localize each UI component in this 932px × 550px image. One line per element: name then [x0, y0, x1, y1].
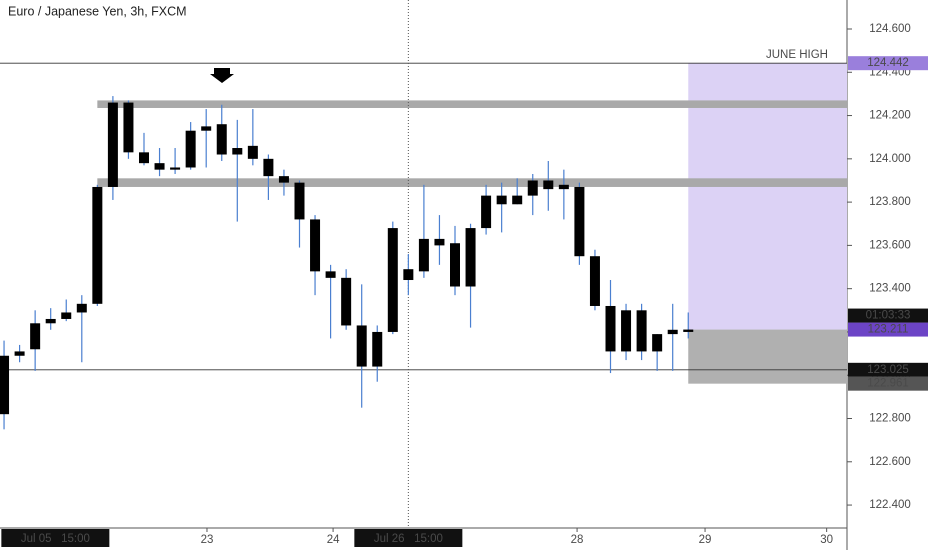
candle-body — [294, 182, 305, 220]
candle-body — [30, 323, 41, 350]
y-tick-label: 124.200 — [869, 110, 911, 122]
price-label-bg — [848, 362, 928, 377]
chart-title: Euro / Japanese Yen, 3h, FXCM — [8, 4, 187, 18]
y-tick-label: 122.600 — [869, 456, 911, 468]
zone — [97, 178, 848, 187]
y-tick-label: 122.800 — [869, 413, 911, 425]
candle-body — [154, 163, 165, 170]
y-tick-label: 124.600 — [869, 23, 911, 35]
candle-body — [185, 130, 196, 168]
candle-body — [465, 228, 476, 287]
candle-body — [418, 238, 429, 272]
candle-body — [372, 331, 383, 367]
x-tick-label: 29 — [699, 534, 712, 546]
candle-body — [621, 310, 632, 352]
candle-body — [170, 167, 181, 170]
candle-body — [527, 180, 538, 196]
x-tick-highlight — [354, 529, 463, 547]
candle-body — [574, 186, 585, 257]
x-tick-label: 23 — [201, 534, 214, 546]
candle-body — [310, 219, 321, 272]
candle-body — [481, 195, 492, 229]
level-label: JUNE HIGH — [766, 49, 828, 61]
candle-body — [216, 124, 227, 155]
candle-body — [325, 271, 336, 278]
candle-body — [558, 184, 569, 190]
candle-body — [0, 355, 10, 415]
candle-body — [356, 325, 367, 367]
arrow-marker — [210, 68, 234, 83]
price-box — [688, 329, 847, 384]
candle-body — [76, 303, 87, 313]
price-label: 122.961 — [867, 378, 909, 390]
candle-body — [278, 176, 289, 183]
y-tick-label: 122.400 — [869, 499, 911, 511]
candle-body — [201, 126, 212, 131]
price-label-bg — [848, 56, 928, 71]
x-tick-label: 24 — [327, 534, 340, 546]
candle-body — [45, 318, 56, 324]
candle-body — [107, 102, 118, 187]
y-tick-label: 123.800 — [869, 196, 911, 208]
candle-body — [138, 152, 149, 164]
candle-body — [92, 186, 103, 304]
candle-body — [434, 238, 445, 246]
countdown: 01:03:33 — [866, 310, 911, 322]
countdown-bg — [848, 308, 928, 323]
candle-body — [247, 145, 258, 159]
candle-body — [232, 148, 243, 155]
x-tick-highlight — [1, 529, 110, 547]
candle-body — [512, 195, 523, 205]
price-label-bg — [848, 322, 928, 337]
x-tick-label: 30 — [820, 534, 833, 546]
candle-body — [496, 195, 507, 205]
candle-body — [61, 312, 72, 319]
zone — [97, 100, 848, 108]
price-label: 123.025 — [867, 364, 909, 376]
x-tick-label: Jul 05 15:00 — [21, 533, 90, 545]
candle-body — [403, 269, 414, 281]
price-label-bg — [848, 376, 928, 391]
candle-body — [683, 329, 694, 332]
candle-body — [652, 334, 663, 352]
x-tick-label: 28 — [571, 534, 584, 546]
price-label: 124.442 — [867, 57, 909, 69]
candle-body — [450, 243, 460, 287]
price-label: 123.211 — [868, 324, 909, 336]
candle-body — [14, 351, 25, 356]
candle-body — [543, 180, 554, 190]
candle-body — [123, 102, 134, 153]
candle-body — [636, 310, 647, 352]
candle-body — [667, 329, 678, 335]
y-tick-label: 124.000 — [869, 153, 911, 165]
candle-body — [605, 305, 616, 352]
y-tick-label: 123.600 — [869, 239, 911, 251]
candle-body — [387, 228, 398, 332]
x-tick-label: Jul 26 15:00 — [374, 533, 443, 545]
candle-body — [589, 256, 600, 306]
y-tick-label: 123.400 — [869, 283, 911, 295]
candle-body — [341, 277, 352, 326]
candle-body — [263, 158, 274, 177]
